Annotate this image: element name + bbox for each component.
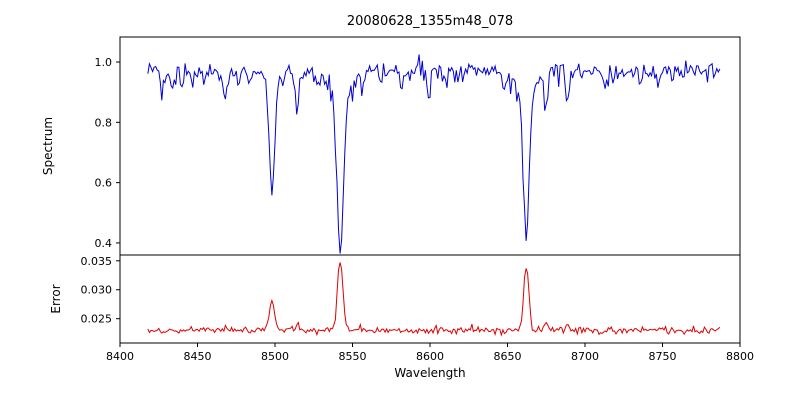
chart-title: 20080628_1355m48_078 [346,14,514,29]
error-y-tick-label: 0.035 [81,255,113,268]
x-tick-label: 8500 [261,350,289,363]
spectrum-y-tick-label: 1.0 [95,56,113,69]
x-tick-label: 8700 [571,350,599,363]
error-y-tick-label: 0.025 [81,313,113,326]
spectrum-axes-frame [119,36,741,256]
spectrum-y-tick-label: 0.8 [95,116,113,129]
x-tick-label: 8750 [649,350,677,363]
spectrum-y-tick-label: 0.4 [95,237,113,250]
x-tick-label: 8400 [106,350,134,363]
spectrum-line [147,54,721,254]
x-tick-label: 8550 [339,350,367,363]
x-tick-label: 8800 [726,350,754,363]
error-line [147,262,721,337]
error-y-tick-label: 0.030 [81,284,113,297]
x-tick-label: 8600 [416,350,444,363]
x-tick-label: 8650 [494,350,522,363]
x-axis-label: Wavelength [394,366,466,380]
x-tick-label: 8450 [184,350,212,363]
spectrum-y-tick-label: 0.6 [95,177,113,190]
